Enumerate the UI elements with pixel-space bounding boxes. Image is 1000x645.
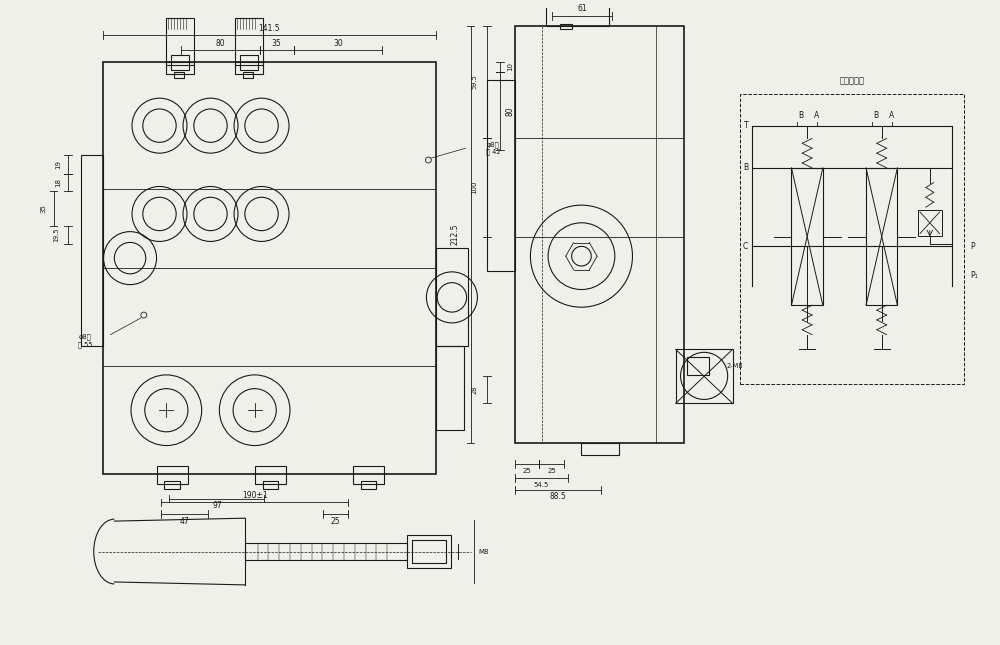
Bar xyxy=(353,466,384,484)
Text: 100: 100 xyxy=(471,181,477,194)
Text: B: B xyxy=(873,112,878,121)
Bar xyxy=(866,168,897,305)
Bar xyxy=(361,481,376,489)
Text: T: T xyxy=(744,121,748,130)
Text: P: P xyxy=(970,242,975,251)
Bar xyxy=(171,55,189,70)
Bar xyxy=(560,24,572,30)
Bar xyxy=(235,62,263,74)
Bar xyxy=(740,94,964,384)
Bar xyxy=(687,357,709,375)
Text: B: B xyxy=(743,163,748,172)
Text: P₁: P₁ xyxy=(970,272,978,281)
Text: φ8孔: φ8孔 xyxy=(487,141,499,148)
Text: 54.5: 54.5 xyxy=(534,482,549,488)
Bar xyxy=(235,17,263,64)
Text: 28: 28 xyxy=(471,385,477,394)
Text: 25: 25 xyxy=(523,468,531,474)
Bar xyxy=(487,79,515,271)
Bar xyxy=(515,26,684,442)
Text: 30: 30 xyxy=(333,39,343,48)
Text: 共 55: 共 55 xyxy=(78,341,92,348)
Bar xyxy=(166,62,194,74)
Text: 59.5: 59.5 xyxy=(471,75,477,90)
Text: M8: M8 xyxy=(478,548,489,555)
Text: 10: 10 xyxy=(507,63,513,72)
Bar xyxy=(157,466,188,484)
Bar xyxy=(164,481,180,489)
Bar xyxy=(552,0,603,6)
Bar xyxy=(243,72,253,77)
Bar xyxy=(245,542,407,561)
Text: φ8孔: φ8孔 xyxy=(79,333,91,340)
Bar xyxy=(581,442,619,455)
Bar xyxy=(407,535,451,568)
Text: 35: 35 xyxy=(41,204,47,213)
Text: 25: 25 xyxy=(547,468,556,474)
Text: B: B xyxy=(799,112,804,121)
Text: C: C xyxy=(743,242,748,251)
Bar xyxy=(263,481,278,489)
Text: 190±1: 190±1 xyxy=(242,491,267,500)
Bar xyxy=(676,350,733,403)
Bar xyxy=(81,155,103,346)
Bar xyxy=(166,17,194,64)
Text: 19.5: 19.5 xyxy=(53,228,59,243)
Text: 80: 80 xyxy=(216,39,225,48)
Text: 88.5: 88.5 xyxy=(550,492,566,501)
Text: 18: 18 xyxy=(55,178,61,187)
Text: 47: 47 xyxy=(180,517,189,526)
Text: 共 42: 共 42 xyxy=(486,149,500,155)
Text: 141.5: 141.5 xyxy=(259,24,280,33)
Bar xyxy=(436,248,468,346)
Bar xyxy=(918,210,942,235)
Text: 61: 61 xyxy=(577,5,587,14)
Text: 212.5: 212.5 xyxy=(450,223,459,245)
Text: 35: 35 xyxy=(272,39,282,48)
Bar xyxy=(255,466,286,484)
Bar xyxy=(103,62,436,474)
Text: 液压原理图: 液压原理图 xyxy=(840,76,865,85)
Text: 2-M8: 2-M8 xyxy=(726,363,743,369)
Text: 25: 25 xyxy=(331,517,340,526)
Bar xyxy=(174,72,184,77)
Bar xyxy=(412,540,446,563)
Text: A: A xyxy=(889,112,894,121)
Bar xyxy=(240,55,258,70)
Bar xyxy=(546,6,609,26)
Bar xyxy=(791,168,823,305)
Bar xyxy=(436,346,464,430)
Text: 19: 19 xyxy=(55,160,61,169)
Text: A: A xyxy=(814,112,820,121)
Text: 97: 97 xyxy=(212,501,222,510)
Text: 80: 80 xyxy=(505,106,514,115)
